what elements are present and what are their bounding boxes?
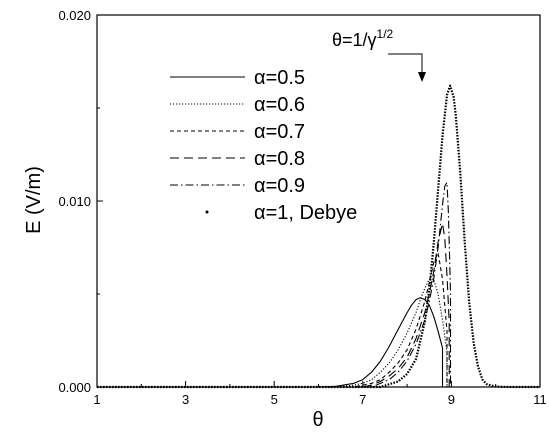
y-tick-label: 0.020 (58, 8, 91, 23)
plot-frame (96, 14, 541, 388)
y-tick-label: 0.000 (58, 380, 91, 395)
legend-swatch (205, 210, 209, 214)
x-tick-label: 9 (448, 392, 455, 407)
tick-labels: 1 3 5 7 9 11 0.000 0.010 0.020 (58, 8, 546, 407)
annotation: θ=1/γ1/2 (332, 27, 426, 82)
ticks (96, 14, 541, 388)
annotation-leader (388, 53, 423, 74)
legend: α=0.5 α=0.6 α=0.7 α=0.8 α=0.9 α=1, Debye (170, 67, 357, 224)
series-line-2 (97, 278, 540, 388)
annotation-text: θ=1/γ1/2 (332, 27, 394, 50)
y-axis-label: E (V/m) (23, 166, 45, 234)
x-tick-label: 5 (271, 392, 278, 407)
x-tick-label: 7 (359, 392, 366, 407)
series-line-4 (97, 222, 540, 388)
legend-label: α=0.6 (254, 94, 305, 116)
series-group (97, 84, 540, 389)
x-axis-label: θ (312, 409, 323, 431)
legend-label: α=0.9 (254, 175, 305, 197)
legend-label: α=0.5 (254, 67, 305, 89)
x-tick-label: 11 (533, 392, 547, 407)
annotation-arrowhead (418, 72, 426, 82)
x-tick-label: 3 (182, 392, 189, 407)
legend-label: α=1, Debye (254, 202, 357, 224)
legend-label: α=0.8 (254, 148, 305, 170)
series-line-6 (97, 84, 540, 389)
series-line-5 (97, 181, 540, 388)
series-line-1 (97, 297, 540, 388)
series-line-3 (97, 252, 540, 388)
legend-label: α=0.7 (254, 121, 305, 143)
y-tick-label: 0.010 (58, 194, 91, 209)
x-tick-label: 1 (93, 392, 100, 407)
